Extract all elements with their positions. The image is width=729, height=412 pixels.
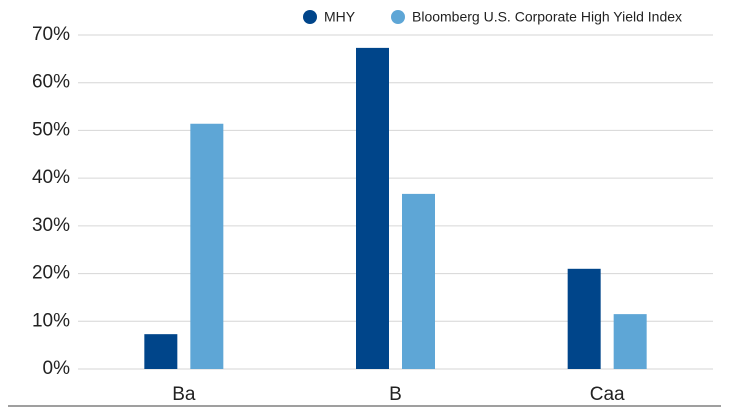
legend-label: MHY xyxy=(324,9,356,25)
y-tick-label: 70% xyxy=(32,24,70,45)
x-tick-label: Ba xyxy=(172,384,196,405)
y-tick-label: 40% xyxy=(32,167,70,188)
bar xyxy=(402,193,435,369)
x-tick-label: Caa xyxy=(590,384,625,405)
y-tick-label: 30% xyxy=(32,215,70,236)
y-tick-label: 0% xyxy=(43,358,71,379)
legend-marker xyxy=(303,10,317,24)
y-tick-label: 10% xyxy=(32,310,70,331)
x-tick-label: B xyxy=(389,384,402,405)
bar xyxy=(144,334,178,369)
y-tick-label: 50% xyxy=(32,119,70,140)
bar xyxy=(356,47,389,369)
bar xyxy=(567,268,601,369)
legend-marker xyxy=(391,10,405,24)
bar xyxy=(613,314,647,369)
bar xyxy=(190,123,224,370)
legend-label: Bloomberg U.S. Corporate High Yield Inde… xyxy=(412,9,682,25)
y-tick-label: 60% xyxy=(32,72,70,93)
y-tick-label: 20% xyxy=(32,263,70,284)
